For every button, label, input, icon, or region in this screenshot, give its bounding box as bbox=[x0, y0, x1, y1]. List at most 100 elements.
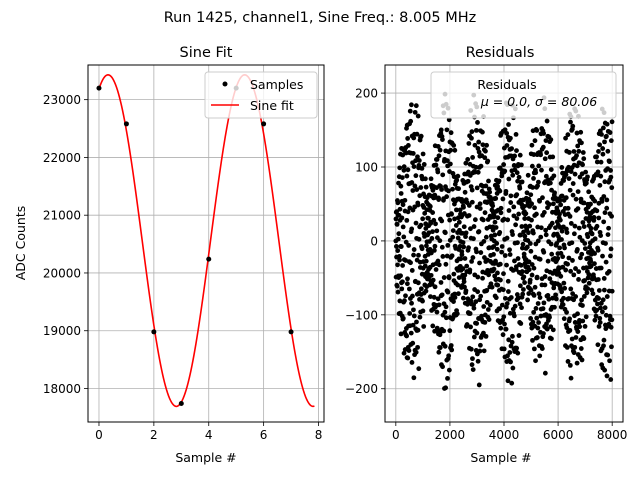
residual-point bbox=[601, 219, 607, 225]
residual-point bbox=[468, 324, 473, 330]
residual-point bbox=[422, 263, 428, 269]
residual-point bbox=[413, 220, 419, 226]
residual-point bbox=[435, 144, 441, 149]
sine-fit-xtick-label: 6 bbox=[260, 428, 268, 442]
residual-point bbox=[516, 211, 522, 217]
residual-point bbox=[579, 357, 585, 363]
residual-point bbox=[519, 305, 524, 311]
residual-point bbox=[470, 155, 476, 160]
residual-point bbox=[448, 130, 454, 136]
residual-point bbox=[478, 163, 484, 169]
residual-point bbox=[538, 225, 544, 231]
legend-samples-marker bbox=[222, 81, 228, 87]
residual-point bbox=[609, 185, 615, 191]
residual-point bbox=[463, 230, 469, 236]
residual-point bbox=[421, 324, 427, 329]
residual-point bbox=[579, 297, 584, 303]
residual-point bbox=[436, 262, 442, 268]
residual-point bbox=[574, 153, 579, 159]
residual-point bbox=[608, 168, 613, 173]
residual-point bbox=[481, 238, 487, 244]
residual-point bbox=[394, 283, 400, 289]
residual-point bbox=[454, 311, 460, 317]
residual-point bbox=[572, 171, 578, 177]
residual-point bbox=[573, 294, 579, 299]
residual-point bbox=[454, 207, 459, 213]
residual-point bbox=[502, 321, 507, 327]
residual-point bbox=[412, 183, 418, 189]
residual-point bbox=[486, 317, 492, 323]
residual-point bbox=[490, 203, 496, 209]
residual-point bbox=[480, 129, 485, 135]
residual-point bbox=[474, 321, 480, 326]
residual-point bbox=[471, 334, 477, 340]
residual-point bbox=[419, 246, 425, 252]
residual-point bbox=[512, 303, 518, 309]
residual-point bbox=[582, 278, 588, 283]
residual-point bbox=[600, 297, 606, 303]
residual-point bbox=[527, 277, 533, 283]
residual-point bbox=[432, 243, 438, 249]
residual-point bbox=[536, 320, 541, 325]
residual-point bbox=[470, 356, 475, 362]
residual-point bbox=[598, 159, 604, 165]
residual-point bbox=[501, 314, 507, 320]
residual-point bbox=[438, 127, 444, 133]
residual-point bbox=[504, 262, 509, 268]
residual-point bbox=[532, 284, 538, 290]
residual-point bbox=[599, 309, 605, 315]
residual-point bbox=[501, 216, 507, 222]
sine-fit-xlabel: Sample # bbox=[175, 450, 236, 465]
residual-point bbox=[515, 240, 520, 246]
residual-point bbox=[398, 244, 404, 249]
figure-suptitle: Run 1425, channel1, Sine Freq.: 8.005 MH… bbox=[164, 10, 477, 26]
residual-point bbox=[592, 251, 597, 256]
residual-point bbox=[394, 209, 400, 215]
residual-point bbox=[601, 343, 606, 349]
residuals-ytick-label: 0 bbox=[370, 234, 378, 248]
residual-point bbox=[463, 288, 469, 294]
residual-point bbox=[597, 182, 603, 188]
residual-point bbox=[582, 246, 588, 252]
residual-point bbox=[477, 348, 483, 354]
residual-point bbox=[426, 215, 431, 221]
residual-point bbox=[410, 188, 416, 193]
residual-point bbox=[409, 226, 415, 232]
residual-point bbox=[430, 210, 436, 215]
residual-point bbox=[440, 364, 445, 370]
residual-point bbox=[528, 192, 534, 198]
residual-point bbox=[609, 119, 615, 125]
residual-point bbox=[585, 275, 591, 281]
residual-point bbox=[475, 146, 481, 151]
residuals-panel: Residuals 0 2000 4000 6000 8000 −200 −100 0 100 2… bbox=[345, 45, 627, 465]
residual-point bbox=[483, 333, 489, 339]
residual-point bbox=[541, 331, 546, 336]
residual-point bbox=[581, 156, 587, 162]
residual-point bbox=[423, 176, 428, 182]
residual-point bbox=[408, 330, 414, 336]
residuals-ytick-label: 100 bbox=[355, 161, 378, 175]
residual-point bbox=[401, 167, 407, 173]
residuals-title: Residuals bbox=[466, 45, 535, 61]
residual-point bbox=[570, 123, 576, 129]
residual-point bbox=[607, 358, 612, 364]
residual-point bbox=[583, 314, 589, 320]
residual-point bbox=[485, 158, 491, 164]
residual-point bbox=[430, 323, 436, 329]
residual-point bbox=[570, 181, 576, 186]
residuals-ticks: 0 2000 4000 6000 8000 −200 −100 0 100 200 bbox=[345, 87, 627, 442]
residual-point bbox=[475, 120, 480, 125]
residual-point bbox=[602, 210, 608, 216]
residual-point bbox=[502, 127, 508, 133]
residual-point bbox=[497, 188, 503, 194]
residual-point bbox=[398, 183, 404, 189]
residual-point bbox=[532, 138, 538, 144]
residual-point bbox=[424, 243, 429, 249]
residual-point bbox=[520, 291, 526, 297]
residual-point bbox=[594, 307, 600, 313]
residual-point bbox=[446, 275, 452, 281]
residual-point bbox=[526, 259, 532, 265]
residual-point bbox=[506, 122, 511, 127]
residual-point bbox=[601, 194, 607, 199]
legend-sine-fit-label: Sine fit bbox=[250, 98, 294, 113]
